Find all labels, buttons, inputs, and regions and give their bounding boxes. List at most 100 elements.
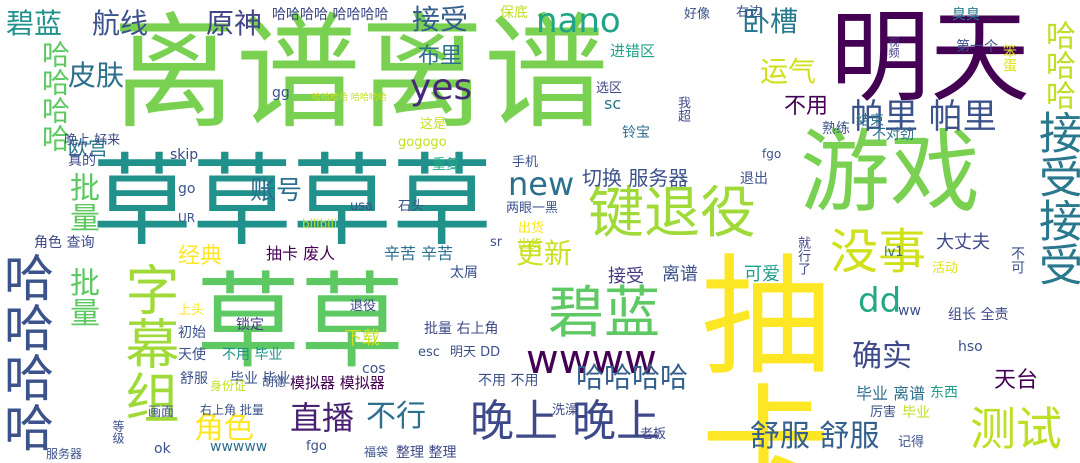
word-jingdian: 经典	[178, 244, 223, 269]
word-hahaha-tiny: 哈哈哈哈 哈哈哈哈	[312, 93, 387, 103]
word-new: new	[508, 165, 575, 203]
word-biye-small: 毕业	[902, 405, 930, 421]
word-shouji: 手机	[512, 155, 539, 170]
word-jieshu: 结束	[856, 113, 884, 129]
word-lingbao: 铃宝	[622, 125, 650, 141]
word-liepu-liepu: 离谱离谱	[112, 2, 609, 146]
word-buxing: 不行	[366, 399, 426, 434]
word-jieshou-mid: 接受	[608, 266, 644, 287]
word-dengji: 等级	[111, 420, 125, 444]
word-zhengli: 整理 整理	[396, 445, 457, 461]
word-zhanghao: 账号	[250, 176, 303, 206]
word-tianshi: 天使	[178, 347, 206, 363]
word-buduijin: 不对劲	[872, 127, 914, 143]
word-fgo-bottom: fgo	[306, 439, 327, 454]
word-jieshou-jieshou: 接受接受	[1031, 110, 1080, 286]
word-yuanshen: 原神	[206, 7, 263, 40]
word-youxi: 游戏	[800, 120, 980, 225]
word-wocao: 卧槽	[742, 5, 799, 38]
word-bilan-large: 碧蓝	[548, 281, 660, 346]
word-cos: cos	[362, 361, 386, 377]
word-piliang: 批量 批量	[64, 172, 99, 327]
word-hangxian: 航线	[92, 7, 149, 40]
word-qiehuan: 切换 服务器	[582, 166, 689, 190]
word-gogogo: gogogo	[398, 135, 447, 150]
word-chouka: 抽卡	[679, 248, 831, 463]
word-wanshang: 晚上 晚上	[470, 396, 660, 447]
word-ww: ww	[898, 303, 921, 319]
word-moniqi: 模拟器 模拟器	[290, 374, 385, 392]
word-taixie: 太屑	[450, 265, 478, 281]
word-youshangjiao-piliang: 右上角 批量	[200, 403, 264, 417]
word-chouka-feiren: 抽卡 废人	[266, 244, 336, 263]
word-juese-chaxun: 角色 查询	[34, 235, 95, 251]
word-wwww: wwww	[526, 337, 657, 383]
word-huamian: 画面	[148, 405, 175, 420]
word-xuanqu: 选区	[596, 81, 623, 96]
word-ceshi: 测试	[970, 402, 1062, 456]
word-caocao: 草草	[196, 261, 405, 383]
word-sr: sr	[490, 235, 503, 250]
word-dazhangfu: 大丈夫	[936, 232, 990, 253]
word-hude: 胡德	[262, 375, 287, 389]
word-lihai: 厉害	[870, 405, 897, 420]
word-buyong: 不用	[784, 94, 829, 119]
word-biye-biye: 毕业 毕业	[230, 371, 291, 387]
word-fudai: 福袋	[364, 445, 389, 459]
word-chongfu: 重复	[432, 157, 460, 173]
word-dd: dd	[858, 281, 902, 321]
word-usa: usa	[350, 199, 373, 214]
word-laoban: 老板	[640, 427, 667, 442]
word-buke: 不可	[1009, 246, 1025, 274]
word-zimuzu: 字幕组	[116, 262, 179, 424]
word-tuiyi-small: 退役	[350, 299, 377, 314]
word-suoding: 锁定	[236, 317, 264, 333]
word-chouchou: 臭臭	[952, 7, 980, 23]
word-youbian: 右边	[736, 5, 763, 20]
word-shipin: 视频	[887, 36, 900, 58]
word-ougong: 欧宫	[68, 136, 108, 160]
word-chuhuo: 出货	[518, 221, 545, 236]
word-meishi: 没事	[830, 224, 927, 280]
word-mingtian-dd: 明天 DD	[450, 345, 501, 360]
word-biye-liepu: 毕业 离谱	[856, 384, 926, 403]
word-baodi: 保底	[500, 5, 528, 21]
word-hso: hso	[958, 339, 983, 355]
word-wochao: 我超	[675, 96, 690, 122]
word-buli: 布里	[418, 44, 463, 69]
word-ur: UR	[178, 211, 196, 225]
word-chushi: 初始	[178, 325, 206, 341]
word-pifu: 皮肤	[68, 59, 125, 92]
word-jieshou-top: 接受	[412, 3, 469, 36]
word-fgo: fgo	[762, 147, 782, 161]
word-buyong-biye: 不用 毕业	[222, 347, 283, 363]
word-skip: skip	[170, 147, 199, 163]
word-zhibo: 直播	[290, 399, 355, 437]
word-pali: 帕里 帕里	[850, 97, 997, 137]
word-piliang-youshangjiao: 批量 右上角	[424, 321, 499, 337]
word-xizao: 洗澡	[552, 403, 579, 418]
word-fuwuqi-bottom: 服务器	[46, 447, 83, 461]
word-go: go	[178, 181, 196, 197]
word-hahaha-right: 哈哈哈	[1040, 20, 1075, 110]
word-hahaha-left: 哈哈哈哈	[0, 252, 54, 452]
word-bendan: 笨蛋	[1001, 44, 1017, 72]
word-jian-tuiyi: 键退役	[588, 181, 756, 246]
word-jide: 记得	[898, 435, 925, 450]
word-ok: ok	[154, 441, 171, 457]
word-caocao-caocao: 草草草草	[92, 143, 492, 260]
word-yunqi: 运气	[760, 55, 817, 88]
word-wanshang-haolai: 晚上 好来	[64, 133, 121, 148]
word-jincuoqu: 进错区	[610, 42, 656, 60]
word-shulian: 熟练	[822, 121, 850, 137]
word-shitou: 石头	[398, 199, 425, 214]
word-tiantai: 天台	[994, 368, 1039, 393]
word-diyige: 第一个	[956, 39, 998, 55]
word-tuichu: 退出	[740, 171, 768, 187]
word-gengxin: 更新	[516, 237, 573, 270]
word-yes: yes	[410, 67, 473, 108]
word-keai: 可爱	[744, 264, 780, 285]
word-shufu: 舒服 舒服	[750, 419, 880, 454]
word-xiazai: 下载	[344, 328, 380, 349]
